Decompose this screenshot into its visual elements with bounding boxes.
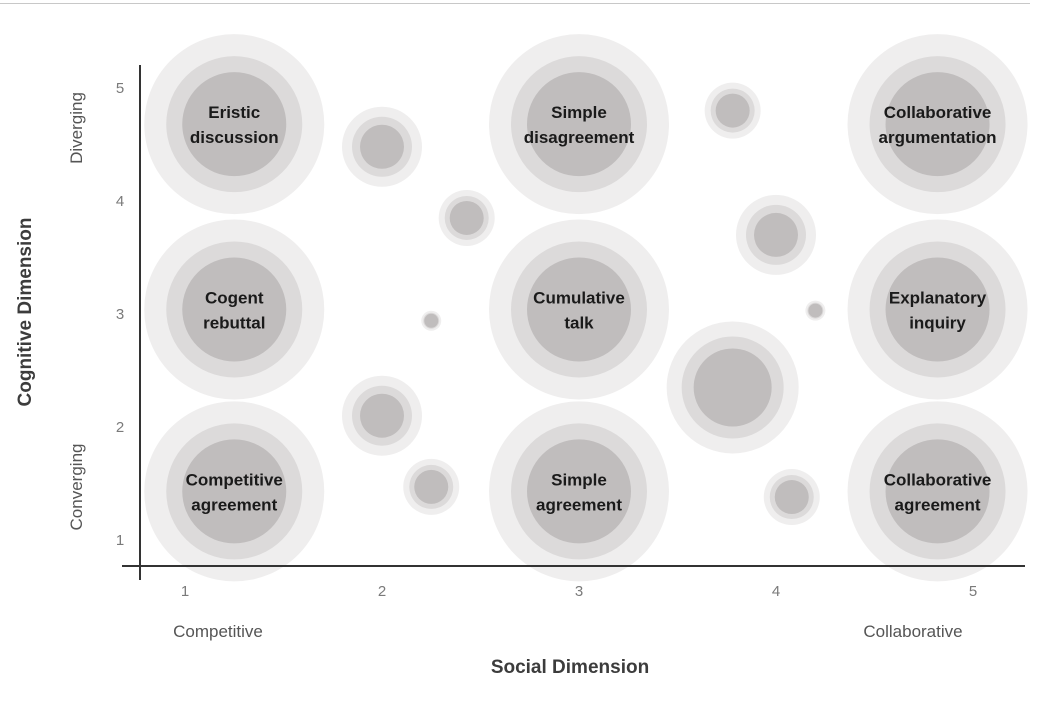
bubble-explanatory-inquiry: Explanatory inquiry	[847, 219, 1028, 400]
ticks-layer: 1 2 3 4 5 1 2 3 4 5	[116, 80, 977, 600]
bubble-2-core	[360, 124, 404, 169]
bubble-cumulative-talk: Cumulative talk	[489, 219, 669, 400]
bubble-cogent-rebuttal-label-line-2: rebuttal	[203, 313, 265, 332]
x-tick-label-5: 5	[969, 583, 977, 600]
bubble-eristic-discussion-label-line-1: Eristic	[208, 103, 260, 122]
bubble-cumulative-talk-label-line-1: Cumulative	[533, 288, 625, 307]
y-tick-label-5: 5	[116, 80, 124, 97]
x-tick-label-1: 1	[181, 583, 189, 600]
y-tick-label-3: 3	[116, 306, 124, 323]
bubble-simple-disagreement: Simple disagreement	[489, 34, 669, 215]
bubble-6	[736, 194, 816, 275]
bubble-5-core	[715, 93, 750, 128]
bubble-5	[704, 82, 761, 139]
bubble-cumulative-talk-label-line-2: talk	[564, 313, 594, 332]
bubble-collaborative-agreement-label-line-1: Collaborative	[884, 470, 992, 489]
bubble-14-core	[360, 393, 404, 438]
y-low-pole-label: Converging	[67, 444, 86, 531]
bubble-18-core	[774, 480, 809, 515]
bubble-simple-agreement-label-line-1: Simple	[551, 470, 607, 489]
x-tick-label-2: 2	[378, 583, 386, 600]
bubble-16-core	[414, 469, 449, 504]
bubble-collaborative-agreement-label-line-2: agreement	[895, 495, 981, 514]
bubble-cogent-rebuttal: Cogent rebuttal	[144, 219, 325, 400]
bubble-collaborative-agreement-core	[885, 439, 990, 544]
y-tick-label-1: 1	[116, 532, 124, 549]
bubble-competitive-agreement-core	[182, 439, 287, 544]
y-tick-label-4: 4	[116, 193, 124, 210]
bubbles-layer: Eristic discussion Simple disagreement Colla…	[144, 34, 1028, 582]
bubble-collaborative-argumentation-label-line-2: argumentation	[879, 128, 997, 147]
bubble-competitive-agreement: Competitive agreement	[144, 401, 325, 582]
x-tick-label-3: 3	[575, 583, 583, 600]
bubble-eristic-discussion-label-line-2: discussion	[190, 128, 279, 147]
x-low-pole-label: Competitive	[173, 622, 263, 641]
bubble-eristic-discussion-core	[182, 72, 287, 177]
axes-layer	[122, 65, 1025, 580]
bubble-explanatory-inquiry-label-line-1: Explanatory	[889, 288, 987, 307]
x-high-pole-label: Collaborative	[863, 622, 962, 641]
y-axis-title: Cognitive Dimension	[15, 218, 36, 407]
bubble-3	[438, 189, 495, 246]
bubble-9-core	[424, 313, 439, 328]
bubble-18	[763, 469, 820, 526]
bubble-11	[666, 321, 799, 454]
bubble-simple-agreement-core	[527, 439, 631, 544]
bubble-collaborative-argumentation-label-line-1: Collaborative	[884, 103, 992, 122]
bubble-simple-agreement: Simple agreement	[489, 401, 669, 582]
bubble-simple-agreement-label-line-2: agreement	[536, 495, 622, 514]
bubble-explanatory-inquiry-core	[885, 257, 990, 362]
bubble-2	[342, 106, 422, 187]
bubble-eristic-discussion: Eristic discussion	[144, 34, 325, 215]
bubble-16	[403, 458, 460, 515]
bubble-simple-disagreement-label-line-1: Simple	[551, 103, 607, 122]
bubble-cumulative-talk-core	[527, 257, 631, 362]
bubble-9	[421, 310, 442, 331]
bubble-12	[805, 300, 826, 321]
bubble-6-core	[754, 212, 798, 257]
bubble-12-core	[808, 303, 823, 318]
bubble-competitive-agreement-label-line-2: agreement	[191, 495, 277, 514]
bubble-simple-disagreement-core	[527, 72, 631, 177]
y-tick-label-2: 2	[116, 419, 124, 436]
x-tick-label-4: 4	[772, 583, 780, 600]
bubble-cogent-rebuttal-core	[182, 257, 287, 362]
bubble-collaborative-argumentation: Collaborative argumentation	[847, 34, 1028, 215]
x-axis-title: Social Dimension	[491, 657, 649, 678]
top-divider	[0, 3, 1030, 4]
y-high-pole-label: Diverging	[67, 92, 86, 164]
bubble-14	[342, 375, 422, 456]
bubble-collaborative-agreement: Collaborative agreement	[847, 401, 1028, 582]
bubble-simple-disagreement-label-line-2: disagreement	[524, 128, 635, 147]
bubble-collaborative-argumentation-core	[885, 72, 990, 177]
bubble-3-core	[449, 200, 484, 235]
bubble-competitive-agreement-label-line-1: Competitive	[186, 470, 283, 489]
bubble-cogent-rebuttal-label-line-1: Cogent	[205, 288, 264, 307]
bubble-11-core	[693, 348, 772, 427]
bubble-explanatory-inquiry-label-line-2: inquiry	[909, 313, 966, 332]
